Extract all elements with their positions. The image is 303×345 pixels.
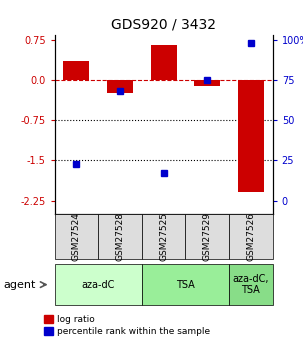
Text: aza-dC,
TSA: aza-dC, TSA <box>233 274 269 295</box>
Title: GDS920 / 3432: GDS920 / 3432 <box>111 18 216 32</box>
Bar <box>107 80 133 93</box>
Text: GSM27524: GSM27524 <box>72 212 81 261</box>
Text: agent: agent <box>3 280 35 289</box>
Text: GSM27529: GSM27529 <box>203 212 212 261</box>
Legend: log ratio, percentile rank within the sample: log ratio, percentile rank within the sa… <box>44 315 211 336</box>
Text: aza-dC: aza-dC <box>82 280 115 289</box>
Bar <box>194 80 220 87</box>
Bar <box>63 61 89 80</box>
Bar <box>151 45 177 80</box>
Text: GSM27528: GSM27528 <box>115 212 125 261</box>
Text: TSA: TSA <box>176 280 195 289</box>
Bar <box>238 80 264 193</box>
Text: GSM27526: GSM27526 <box>246 212 255 261</box>
Text: GSM27525: GSM27525 <box>159 212 168 261</box>
